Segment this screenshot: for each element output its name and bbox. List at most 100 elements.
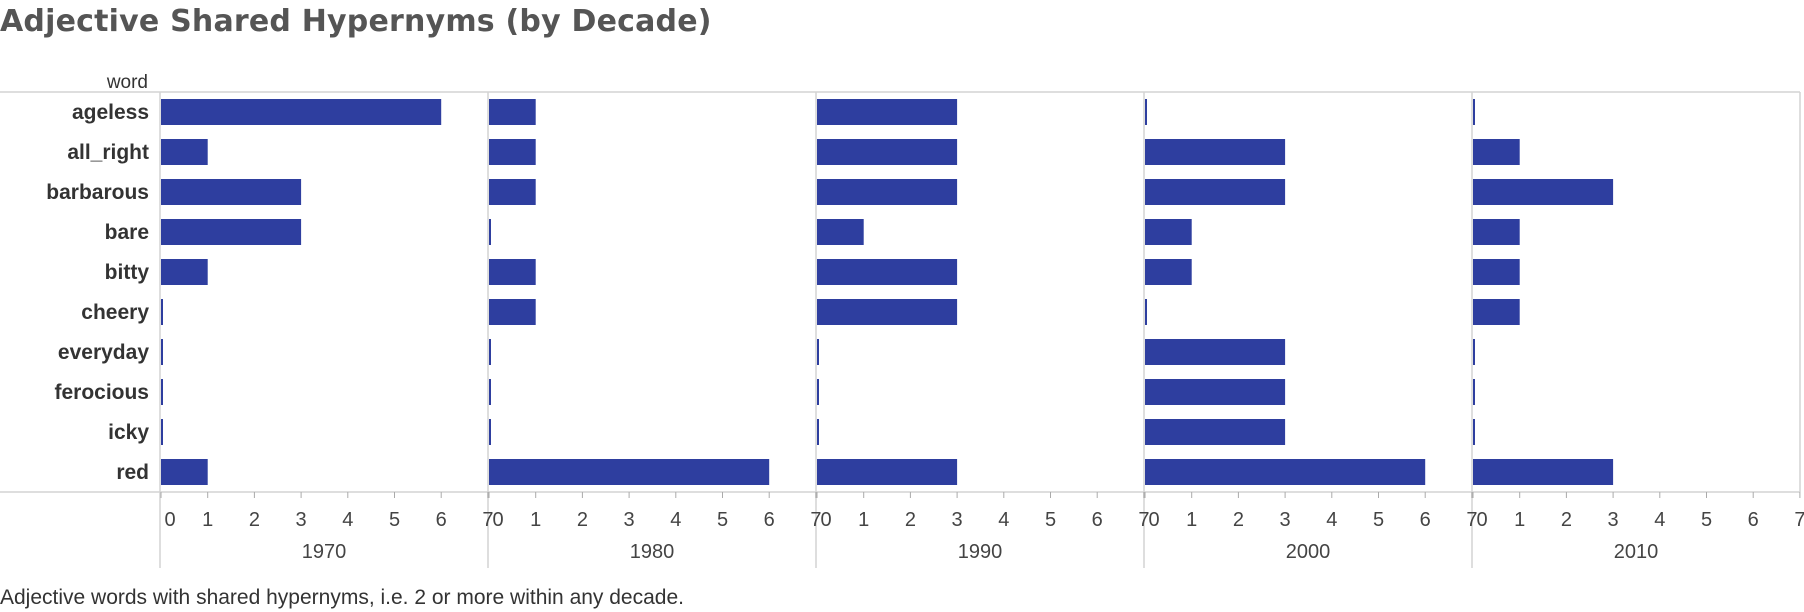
bar-2000-bitty (1145, 259, 1192, 285)
x-tick-label: 2 (249, 509, 260, 531)
bar-1990-ageless (817, 99, 958, 125)
bar-2010-barbarous (1473, 179, 1614, 205)
bar-1980-bare (489, 219, 491, 245)
bar-1990-bare (817, 219, 864, 245)
bar-1980-ageless (489, 99, 536, 125)
x-tick-label: 4 (670, 509, 681, 531)
chart-frame (0, 91, 1801, 568)
bar-1990-ferocious (817, 379, 819, 405)
row-label-ferocious: ferocious (54, 381, 149, 404)
panel-label-1970: 1970 (302, 541, 347, 563)
x-tick-label: 1 (530, 509, 541, 531)
x-tick-label: 7 (1794, 509, 1804, 531)
bar-1990-bitty (817, 259, 958, 285)
x-tick-label: 0 (492, 509, 503, 531)
x-tick-label: 5 (1701, 509, 1712, 531)
chart-caption: Adjective words with shared hypernyms, i… (0, 586, 684, 609)
bar-1980-barbarous (489, 179, 536, 205)
bar-2000-bare (1145, 219, 1192, 245)
x-tick-label: 3 (1280, 509, 1291, 531)
bar-1990-red (817, 459, 958, 485)
row-labels: word ageless all_right barbarous bare bitty ch… (46, 72, 149, 484)
x-tick-label: 4 (1326, 509, 1337, 531)
x-axes: 0 1 2 3 4 5 6 7 1970 0 1 2 3 4 5 6 7 1980 0 1 2 3 4 5 6 7 1990 0 1 2 3… (160, 492, 1804, 563)
bar-1980-all_right (489, 139, 536, 165)
x-tick-label: 3 (296, 509, 307, 531)
x-tick-label: 2 (1561, 509, 1572, 531)
x-tick-label: 3 (1608, 509, 1619, 531)
bar-1970-bitty (161, 259, 208, 285)
row-label-bitty: bitty (105, 261, 150, 284)
bar-2000-all_right (1145, 139, 1286, 165)
x-tick-label: 6 (1092, 509, 1103, 531)
bars (161, 99, 1614, 485)
bar-2010-bare (1473, 219, 1520, 245)
row-label-barbarous: barbarous (46, 181, 149, 204)
x-tick-label: 5 (1373, 509, 1384, 531)
x-tick-label: 0 (164, 509, 175, 531)
x-tick-label: 7 (1466, 509, 1477, 531)
bar-2000-ferocious (1145, 379, 1286, 405)
bar-1970-icky (161, 419, 163, 445)
x-tick-label: 4 (998, 509, 1009, 531)
x-tick-label: 3 (624, 509, 635, 531)
x-tick-label: 2 (577, 509, 588, 531)
bar-1970-red (161, 459, 208, 485)
x-tick-label: 7 (810, 509, 821, 531)
bar-1970-everyday (161, 339, 163, 365)
bar-1990-cheery (817, 299, 958, 325)
x-tick-label: 1 (858, 509, 869, 531)
x-tick-label: 5 (389, 509, 400, 531)
bar-1970-all_right (161, 139, 208, 165)
bar-1970-ferocious (161, 379, 163, 405)
bar-1980-red (489, 459, 770, 485)
panel-label-1980: 1980 (630, 541, 675, 563)
x-tick-label: 4 (342, 509, 353, 531)
x-tick-label: 3 (952, 509, 963, 531)
bar-1990-all_right (817, 139, 958, 165)
x-tick-label: 5 (1045, 509, 1056, 531)
bar-1980-cheery (489, 299, 536, 325)
x-tick-label: 7 (482, 509, 493, 531)
x-tick-label: 2 (1233, 509, 1244, 531)
bar-1980-everyday (489, 339, 491, 365)
bar-1970-barbarous (161, 179, 302, 205)
row-label-icky: icky (108, 421, 149, 444)
bar-2010-ageless (1473, 99, 1475, 125)
bar-1970-bare (161, 219, 302, 245)
panel-label-2000: 2000 (1286, 541, 1331, 563)
bar-2010-all_right (1473, 139, 1520, 165)
bar-1970-ageless (161, 99, 442, 125)
row-label-all_right: all_right (67, 141, 149, 164)
bar-2000-icky (1145, 419, 1286, 445)
row-label-bare: bare (105, 221, 149, 244)
bar-1990-everyday (817, 339, 819, 365)
row-label-cheery: cheery (81, 301, 149, 324)
bar-1980-bitty (489, 259, 536, 285)
bar-chart: word ageless all_right barbarous bare bitty ch… (0, 72, 1804, 568)
chart-title: Adjective Shared Hypernyms (by Decade) (0, 4, 712, 39)
bar-2010-icky (1473, 419, 1475, 445)
x-tick-label: 1 (1514, 509, 1525, 531)
row-label-everyday: everyday (58, 341, 149, 364)
x-tick-label: 1 (1186, 509, 1197, 531)
bar-1990-icky (817, 419, 819, 445)
bar-1970-cheery (161, 299, 163, 325)
bar-1980-ferocious (489, 379, 491, 405)
bar-2000-ageless (1145, 99, 1147, 125)
x-tick-label: 7 (1138, 509, 1149, 531)
x-tick-label: 0 (820, 509, 831, 531)
bar-2000-cheery (1145, 299, 1147, 325)
x-tick-label: 5 (717, 509, 728, 531)
bar-1980-icky (489, 419, 491, 445)
x-tick-label: 6 (436, 509, 447, 531)
x-tick-label: 6 (764, 509, 775, 531)
bar-1990-barbarous (817, 179, 958, 205)
bar-2000-red (1145, 459, 1426, 485)
panel-label-2010: 2010 (1614, 541, 1659, 563)
row-label-red: red (116, 461, 149, 484)
bar-2000-everyday (1145, 339, 1286, 365)
x-tick-label: 0 (1148, 509, 1159, 531)
bar-2010-everyday (1473, 339, 1475, 365)
row-label-ageless: ageless (72, 101, 149, 124)
